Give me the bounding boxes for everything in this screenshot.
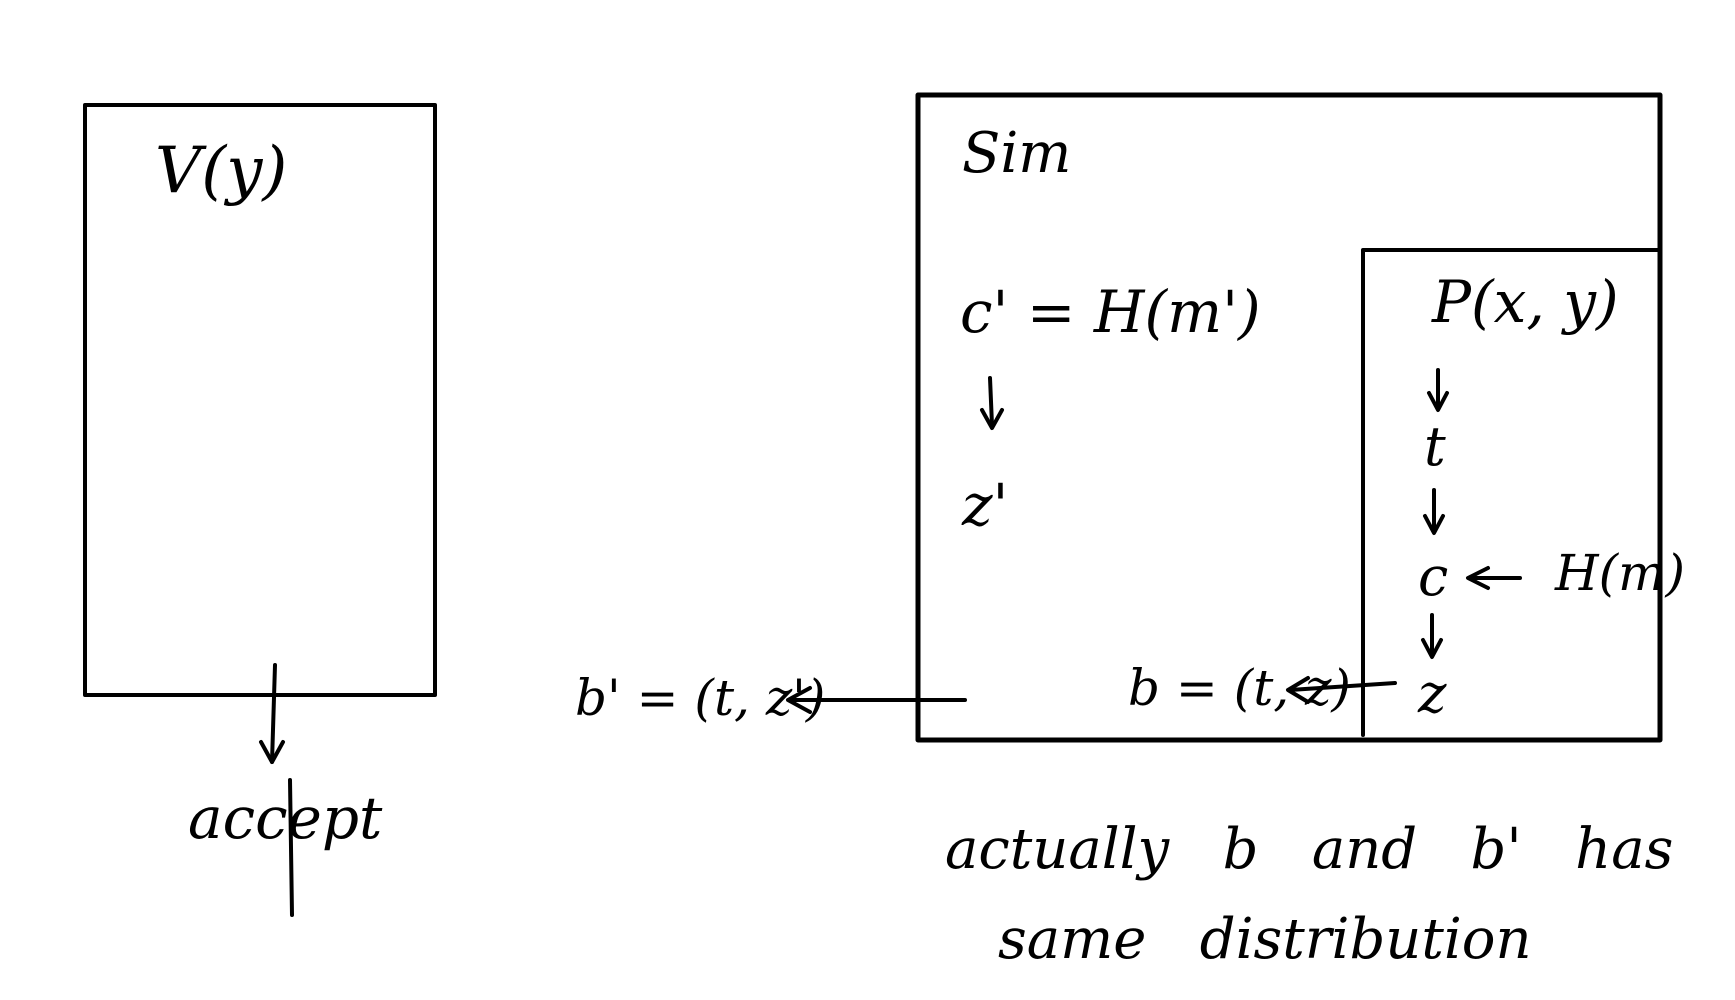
prover-arrow-2-head [1423,514,1445,535]
verifier-output-arrow-line [270,663,277,764]
prover-arrow-1-head [1427,391,1449,412]
sim-line-z-prime: z' [961,471,1009,539]
prover-arrow-3-head [1421,638,1443,659]
note-line-2: same distribution [998,907,1532,972]
sim-output-arrow-head [786,686,812,714]
prover-box-border [1361,248,1662,737]
sim-inner-arrow-head [980,408,1004,430]
prover-output-arrow-head [1286,676,1310,704]
prover-box: P(x, y) t c H(m) z b = (t, z) [1128,248,1685,737]
verifier-output-label: accept [188,784,383,852]
sim-output-label: b' = (t, z') [575,669,825,727]
verifier-box: V(y) accept [83,103,437,917]
sim-box: Sim c' = H(m') z' P(x, y) t c H(m) z [575,92,1685,743]
prover-step-z: z [1417,662,1447,725]
prover-title: P(x, y) [1431,268,1619,336]
prover-step-t: t [1424,415,1446,478]
sim-title: Sim [962,121,1071,186]
verifier-output-label-stem [288,778,294,917]
verifier-box-border [83,103,437,697]
oracle-arrow-head [1466,566,1490,590]
sim-box-border [915,92,1663,743]
prover-output-label: b = (t, z) [1128,659,1351,717]
prover-output-arrow-line [1288,681,1397,692]
note: actually b and b' has same distribution [945,817,1673,972]
sim-line-c-prime: c' = H(m') [960,278,1261,346]
note-line-1: actually b and b' has [945,817,1673,882]
verifier-title: V(y) [155,134,287,208]
sim-inner-arrow-line [988,376,994,427]
prover-step-c: c [1418,545,1448,608]
verifier-output-arrow-head [259,740,285,764]
oracle-label: H(m) [1554,544,1685,602]
